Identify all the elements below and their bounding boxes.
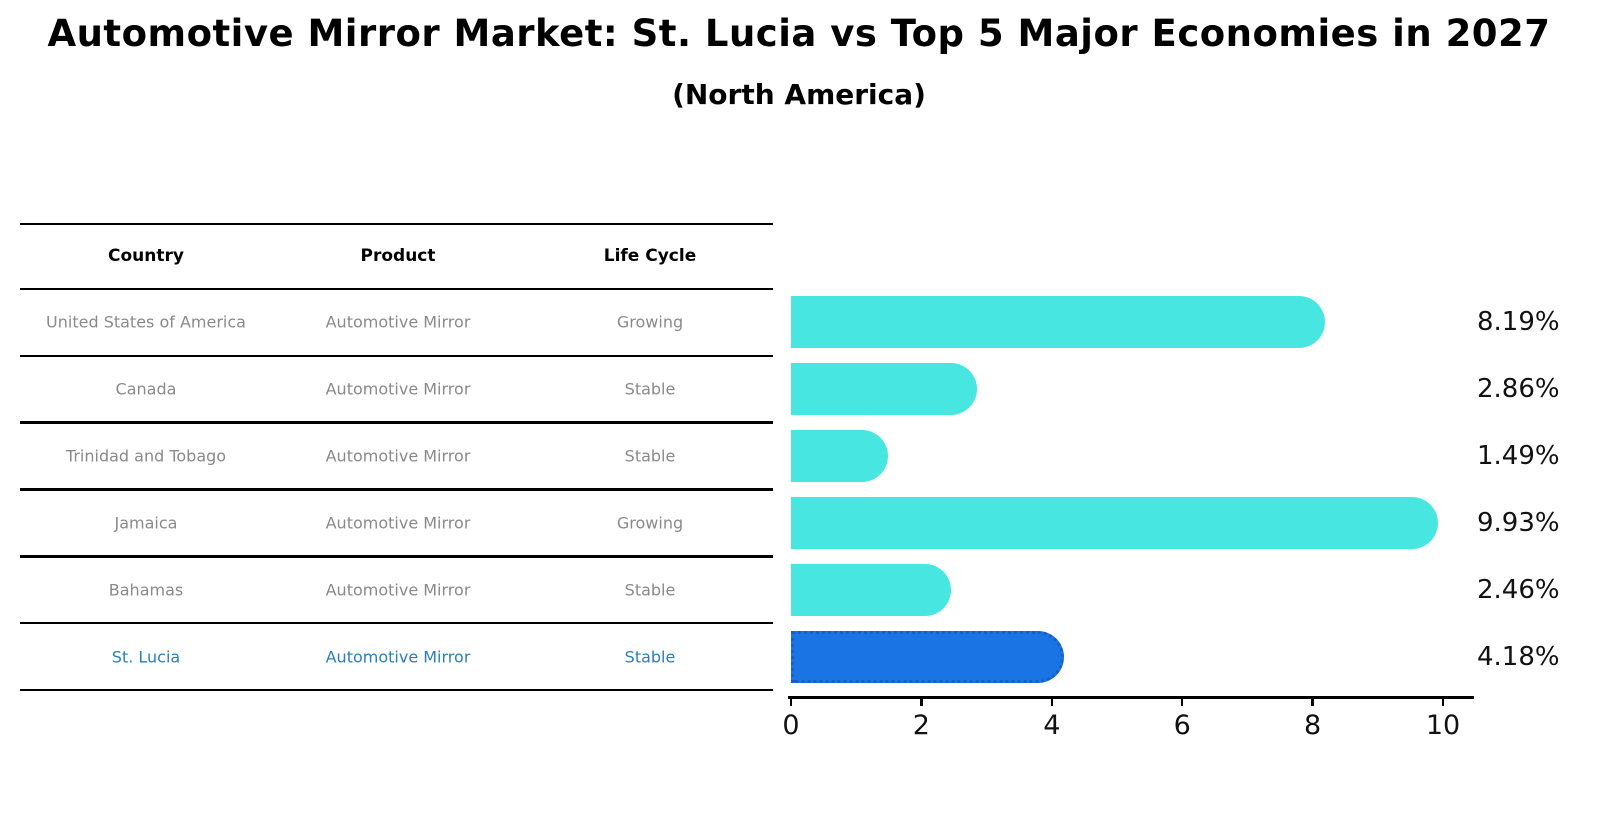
chart-subtitle: (North America) (672, 78, 926, 111)
table-header-line (20, 287, 773, 291)
x-axis-tick (789, 697, 793, 706)
table-cell-life-cycle: Stable (624, 446, 676, 466)
bar-value-label: 1.49% (1477, 441, 1560, 472)
bar-trinidad-and-tobago (791, 430, 889, 483)
bar-jamaica (791, 496, 1439, 549)
bar-value-label: 8.19% (1477, 307, 1560, 338)
table-cell-product: Automotive Mirror (325, 647, 471, 667)
table-cell-life-cycle: Stable (624, 580, 676, 600)
table-cell-life-cycle: Stable (624, 379, 676, 399)
x-axis-tick-label: 0 (782, 710, 800, 741)
x-axis-tick (920, 697, 923, 706)
table-top-line (20, 222, 773, 225)
table-header-country: Country (108, 246, 184, 266)
table-row-line (20, 555, 773, 558)
x-axis-tick-label: 10 (1425, 710, 1461, 741)
table-row-line (20, 688, 773, 692)
x-axis-tick-label: 6 (1173, 710, 1191, 741)
table-cell-country: United States of America (46, 312, 246, 332)
table-cell-country: Canada (115, 379, 177, 399)
bar-value-label: 4.18% (1477, 641, 1560, 672)
table-cell-product: Automotive Mirror (325, 446, 471, 466)
table-header-product: Product (360, 246, 436, 266)
table-cell-product: Automotive Mirror (325, 312, 471, 332)
table-cell-life-cycle: Growing (616, 513, 684, 533)
bar-value-label: 2.46% (1477, 574, 1560, 605)
table-cell-country: Jamaica (114, 513, 178, 533)
table-row-line (20, 488, 773, 491)
table-row-line (20, 421, 773, 424)
bar-st-lucia (791, 630, 1064, 683)
x-axis-tick (1180, 697, 1184, 706)
bar-bahamas (791, 563, 952, 616)
table-cell-product: Automotive Mirror (325, 379, 471, 399)
table-header-life-cycle: Life Cycle (603, 246, 697, 266)
bar-value-label: 2.86% (1477, 374, 1560, 405)
x-axis-tick-label: 4 (1043, 710, 1061, 741)
x-axis-tick-label: 2 (912, 710, 930, 741)
table-cell-country: Trinidad and Tobago (65, 446, 227, 466)
table-cell-life-cycle: Stable (624, 647, 676, 667)
bar-canada (791, 363, 978, 416)
chart-title: Automotive Mirror Market: St. Lucia vs T… (47, 12, 1551, 55)
table-row-line (20, 621, 773, 625)
x-axis-tick-label: 8 (1304, 710, 1322, 741)
table-cell-country: St. Lucia (111, 647, 181, 667)
table-cell-product: Automotive Mirror (325, 580, 471, 600)
table-cell-life-cycle: Growing (616, 312, 684, 332)
x-axis-tick (1050, 697, 1054, 706)
table-row-line (20, 354, 773, 358)
x-axis-tick (1441, 697, 1445, 706)
bar-united-states-of-america (791, 296, 1325, 349)
x-axis-tick (1311, 697, 1314, 706)
table-cell-product: Automotive Mirror (325, 513, 471, 533)
x-axis (788, 695, 1474, 699)
table-cell-country: Bahamas (108, 580, 184, 600)
bar-value-label: 9.93% (1477, 507, 1560, 538)
